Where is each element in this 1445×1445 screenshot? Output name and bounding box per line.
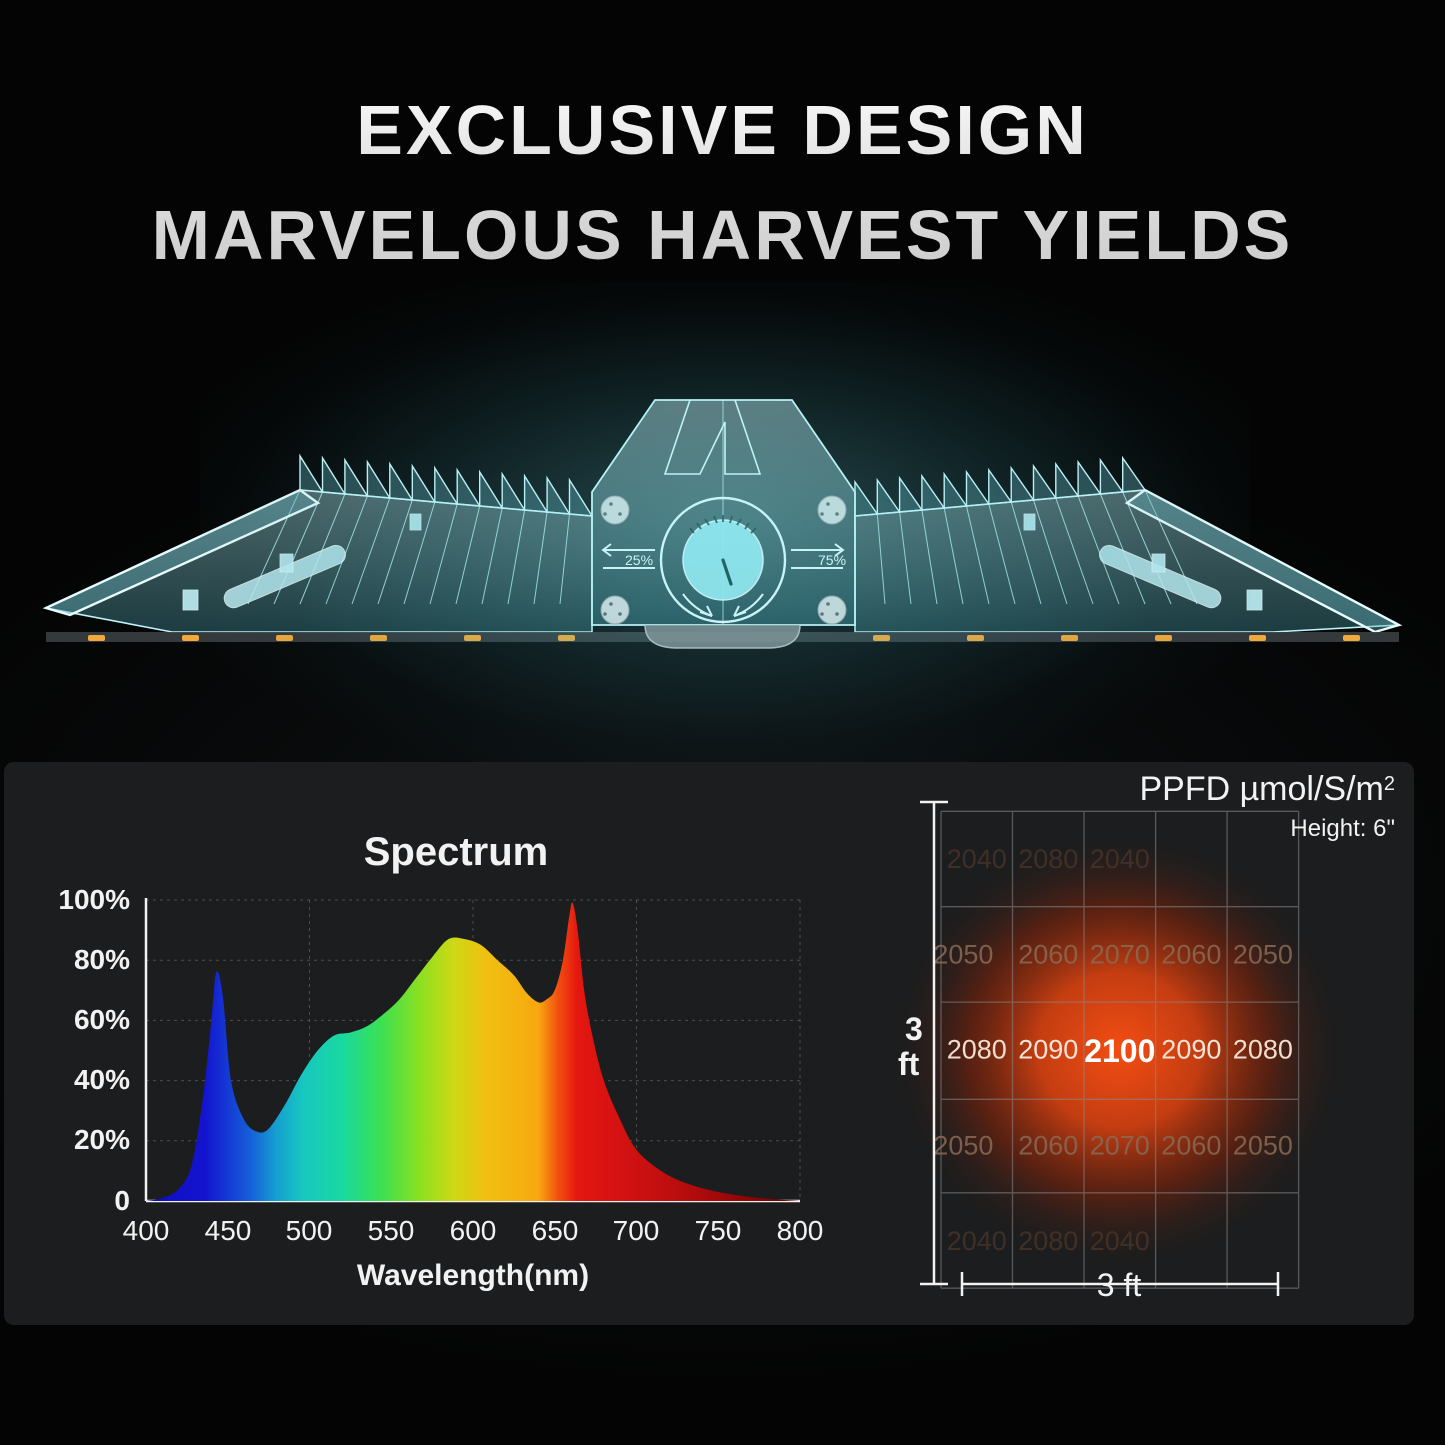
svg-text:2080: 2080 [947, 1035, 1007, 1065]
svg-text:550: 550 [368, 1215, 415, 1246]
svg-text:2090: 2090 [1018, 1035, 1078, 1065]
svg-text:Spectrum: Spectrum [364, 830, 549, 874]
svg-text:500: 500 [286, 1215, 333, 1246]
svg-text:Height: 6": Height: 6" [1290, 815, 1395, 842]
svg-text:2040: 2040 [1090, 1226, 1150, 1256]
svg-text:100%: 100% [58, 884, 130, 915]
svg-text:2090: 2090 [1161, 1035, 1221, 1065]
svg-text:60%: 60% [74, 1004, 130, 1035]
svg-text:2060: 2060 [1018, 939, 1078, 969]
svg-text:80%: 80% [74, 944, 130, 975]
svg-text:PPFD µmol/S/m2: PPFD µmol/S/m2 [1139, 770, 1395, 808]
svg-text:3: 3 [905, 1011, 923, 1047]
svg-text:2050: 2050 [933, 939, 993, 969]
svg-text:Wavelength(nm): Wavelength(nm) [357, 1259, 589, 1292]
svg-text:2100: 2100 [1084, 1033, 1155, 1069]
svg-text:2040: 2040 [947, 844, 1007, 874]
svg-text:2070: 2070 [1090, 1130, 1150, 1160]
svg-text:2070: 2070 [1090, 939, 1150, 969]
svg-text:2080: 2080 [1233, 1035, 1293, 1065]
svg-text:800: 800 [777, 1215, 824, 1246]
svg-text:2050: 2050 [933, 1130, 993, 1160]
svg-text:600: 600 [450, 1215, 497, 1246]
svg-text:40%: 40% [74, 1064, 130, 1095]
svg-text:2080: 2080 [1018, 1226, 1078, 1256]
svg-text:2050: 2050 [1233, 939, 1293, 969]
svg-text:0: 0 [114, 1185, 130, 1216]
svg-text:2060: 2060 [1161, 939, 1221, 969]
svg-text:2040: 2040 [1090, 844, 1150, 874]
svg-text:2060: 2060 [1018, 1130, 1078, 1160]
svg-text:700: 700 [613, 1215, 660, 1246]
svg-text:20%: 20% [74, 1124, 130, 1155]
svg-text:450: 450 [205, 1215, 252, 1246]
svg-text:400: 400 [123, 1215, 170, 1246]
svg-text:2040: 2040 [947, 1226, 1007, 1256]
svg-text:650: 650 [532, 1215, 579, 1246]
svg-text:2050: 2050 [1233, 1130, 1293, 1160]
svg-text:ft: ft [898, 1046, 920, 1082]
svg-text:2060: 2060 [1161, 1130, 1221, 1160]
svg-text:750: 750 [695, 1215, 742, 1246]
svg-text:2080: 2080 [1018, 844, 1078, 874]
svg-text:3 ft: 3 ft [1097, 1267, 1142, 1303]
